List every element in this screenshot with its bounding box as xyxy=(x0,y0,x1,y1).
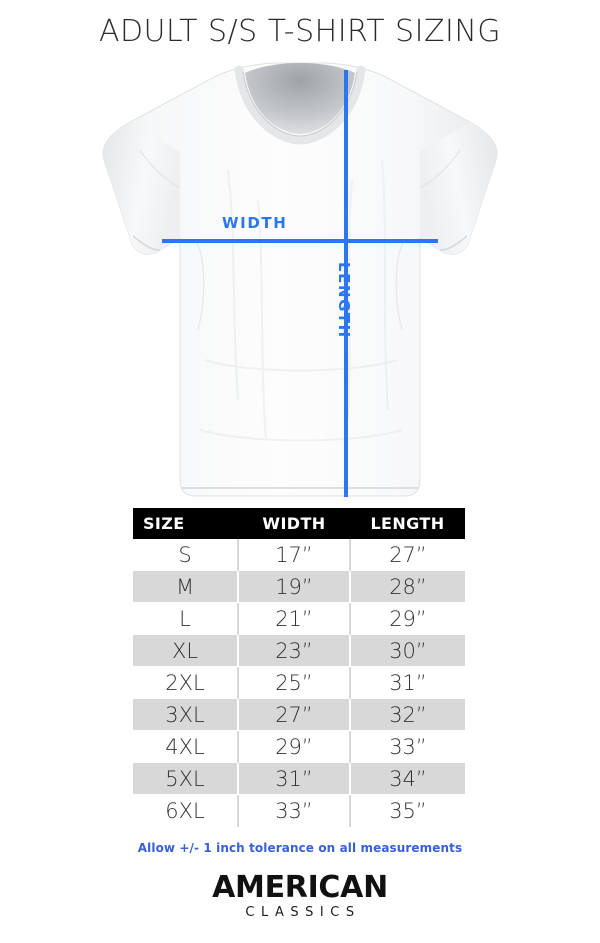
cell-width: 19” xyxy=(238,570,351,603)
tshirt-diagram xyxy=(0,60,600,505)
table-row: L 21” 29” xyxy=(133,602,465,635)
cell-size: 3XL xyxy=(133,698,239,731)
cell-width: 21” xyxy=(238,602,351,635)
cell-length: 35” xyxy=(350,794,465,827)
brand-name: AMERICAN xyxy=(212,870,388,905)
column-header-length: LENGTH xyxy=(350,508,465,539)
table-row: M 19” 28” xyxy=(133,570,465,603)
cell-length: 31” xyxy=(350,666,465,699)
table-row: 4XL 29” 33” xyxy=(133,730,465,763)
length-measure-line xyxy=(344,70,348,497)
cell-size: S xyxy=(133,539,239,571)
table-row: XL 23” 30” xyxy=(133,634,465,667)
cell-size: 4XL xyxy=(133,730,239,763)
cell-size: L xyxy=(133,602,239,635)
tshirt-illustration xyxy=(102,62,498,497)
cell-length: 33” xyxy=(350,730,465,763)
size-chart: SIZE WIDTH LENGTH S 17” 27” M 19” 28” L … xyxy=(133,508,465,827)
column-header-size: SIZE xyxy=(133,508,238,539)
cell-width: 27” xyxy=(238,698,351,731)
cell-width: 23” xyxy=(238,634,351,667)
table-row: 3XL 27” 32” xyxy=(133,698,465,731)
length-label: LENGTH xyxy=(335,262,353,339)
width-label: WIDTH xyxy=(222,214,288,232)
table-row: S 17” 27” xyxy=(133,539,465,571)
cell-length: 27” xyxy=(350,539,465,571)
size-table: SIZE WIDTH LENGTH S 17” 27” M 19” 28” L … xyxy=(133,508,465,827)
page-title: ADULT S/S T-SHIRT SIZING xyxy=(98,14,502,49)
table-header: SIZE WIDTH LENGTH xyxy=(133,508,465,539)
cell-length: 34” xyxy=(350,762,465,795)
cell-size: 5XL xyxy=(133,762,239,795)
cell-size: 6XL xyxy=(133,794,239,827)
cell-width: 31” xyxy=(238,762,351,795)
cell-length: 32” xyxy=(350,698,465,731)
column-header-width: WIDTH xyxy=(238,508,350,539)
tolerance-note: Allow +/- 1 inch tolerance on all measur… xyxy=(137,841,463,855)
brand-tagline: CLASSICS xyxy=(245,905,361,920)
width-measure-line xyxy=(162,239,438,243)
cell-length: 29” xyxy=(350,602,465,635)
cell-size: M xyxy=(133,570,239,603)
cell-width: 29” xyxy=(238,730,351,763)
cell-width: 17” xyxy=(238,539,351,571)
table-row: 2XL 25” 31” xyxy=(133,666,465,699)
table-header-row: SIZE WIDTH LENGTH xyxy=(133,508,465,539)
brand-logo: AMERICAN CLASSICS xyxy=(0,872,600,922)
cell-size: 2XL xyxy=(133,666,239,699)
table-row: 5XL 31” 34” xyxy=(133,762,465,795)
cell-length: 30” xyxy=(350,634,465,667)
cell-width: 33” xyxy=(238,794,351,827)
table-row: 6XL 33” 35” xyxy=(133,794,465,827)
cell-size: XL xyxy=(133,634,239,667)
cell-width: 25” xyxy=(238,666,351,699)
table-body: S 17” 27” M 19” 28” L 21” 29” XL 23” 30”… xyxy=(133,539,465,827)
cell-length: 28” xyxy=(350,570,465,603)
